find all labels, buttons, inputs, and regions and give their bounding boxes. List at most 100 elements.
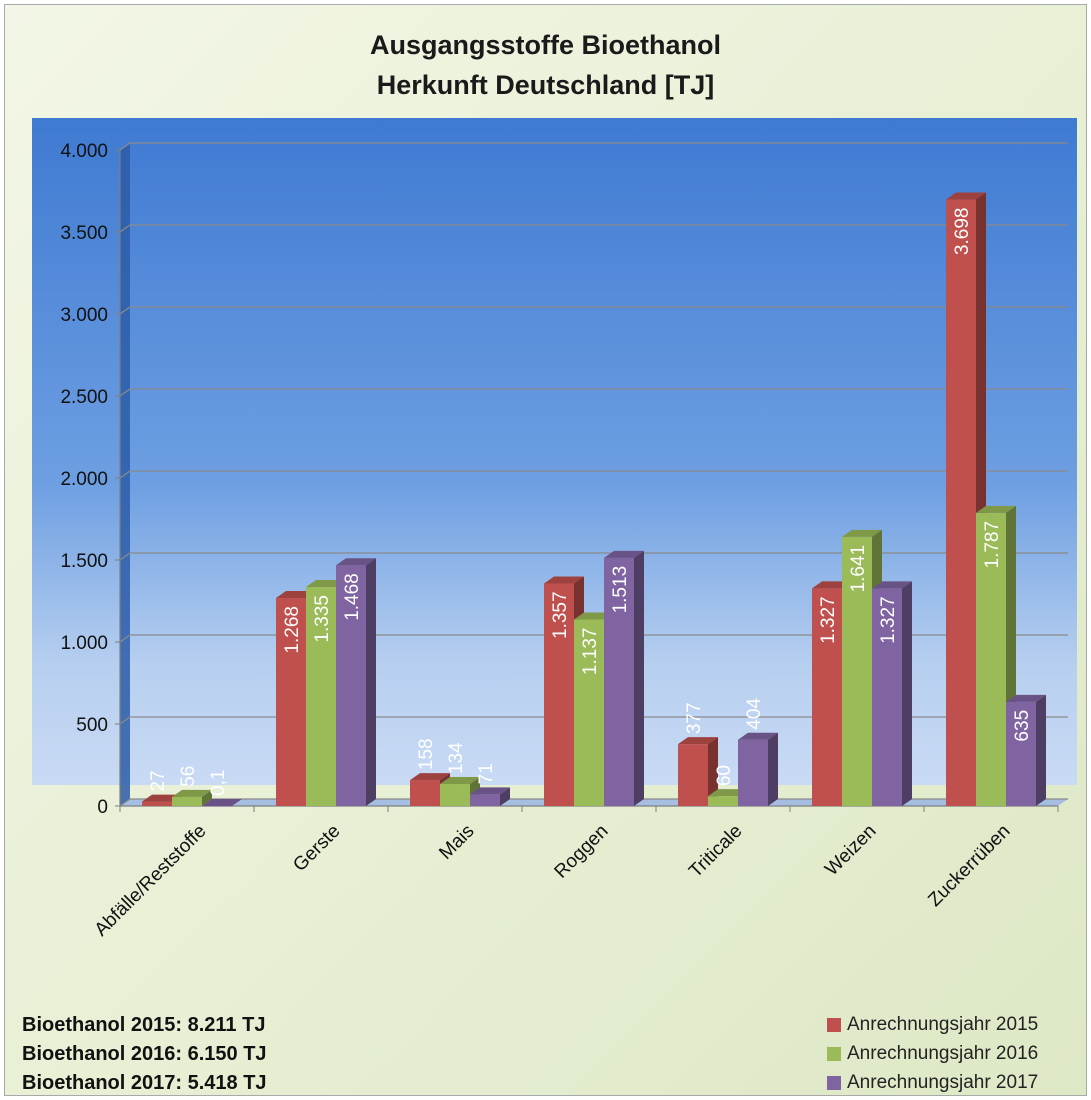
data-label: 0,1 — [208, 770, 229, 796]
gridline — [119, 716, 1068, 725]
bar-top — [336, 558, 376, 566]
bar — [872, 588, 902, 806]
gridline — [119, 470, 1068, 479]
bar — [946, 199, 976, 806]
bar-top — [440, 777, 480, 785]
x-tick-label: Zuckerrüben — [924, 821, 1014, 911]
bar — [604, 557, 634, 806]
bar-top — [1006, 694, 1046, 702]
y-tick-label: 1.000 — [60, 633, 108, 654]
bar — [976, 512, 1006, 806]
bar — [142, 801, 172, 806]
bar — [1006, 701, 1036, 806]
data-label: 635 — [1012, 710, 1033, 742]
data-label: 3.698 — [952, 208, 973, 256]
bar — [574, 619, 604, 806]
bar — [410, 780, 440, 806]
legend-item-2015: Anrechnungsjahr 2015 — [827, 1014, 1038, 1036]
data-label: 1.327 — [818, 596, 839, 644]
bar — [172, 796, 202, 806]
bar-side — [768, 732, 778, 806]
bar-side — [1036, 694, 1046, 806]
bar — [738, 739, 768, 806]
data-label: 404 — [744, 698, 765, 730]
bar-side — [902, 581, 912, 806]
x-tick-label: Triticale — [685, 821, 746, 882]
chart-title: Ausgangsstoffe Bioethanol — [369, 30, 721, 60]
legend-swatch-2017 — [827, 1076, 841, 1090]
data-label: 1.137 — [580, 628, 601, 676]
legend-swatch-2015 — [827, 1018, 841, 1032]
bar — [544, 583, 574, 806]
legend-item-2016: Anrechnungsjahr 2016 — [827, 1043, 1038, 1065]
bar — [306, 587, 336, 806]
y-tick-label: 2.500 — [60, 387, 108, 408]
y-tick-label: 2.000 — [60, 469, 108, 490]
bar-top — [976, 505, 1016, 513]
bar — [812, 588, 842, 806]
bar — [440, 784, 470, 806]
bar — [842, 536, 872, 806]
bar-top — [872, 581, 912, 589]
data-label: 56 — [178, 766, 199, 787]
bar-top — [604, 550, 644, 558]
legend-swatch-2016 — [827, 1047, 841, 1061]
gridline — [119, 552, 1068, 561]
bar-top — [410, 773, 450, 781]
x-tick-label: Abfälle/Reststoffe — [91, 821, 211, 941]
legend-item-2017: Anrechnungsjahr 2017 — [827, 1072, 1038, 1094]
y-tick-label: 500 — [76, 715, 108, 736]
data-label: 134 — [446, 742, 467, 774]
gridline — [119, 634, 1068, 643]
summary-2016: Bioethanol 2016: 6.150 TJ — [22, 1043, 267, 1065]
legend-label-2017: Anrechnungsjahr 2017 — [847, 1072, 1039, 1093]
bar — [678, 744, 708, 806]
bar — [470, 794, 500, 806]
legend-label-2016: Anrechnungsjahr 2016 — [847, 1043, 1039, 1064]
bar-top — [470, 787, 510, 795]
y-tick-label: 3.000 — [60, 305, 108, 326]
x-tick-label: Mais — [435, 821, 478, 864]
data-label: 1.327 — [878, 596, 899, 644]
chart-subtitle: Herkunft Deutschland [TJ] — [376, 70, 715, 100]
bar-side — [366, 558, 376, 806]
bar — [276, 598, 306, 806]
data-label: 1.513 — [610, 566, 631, 614]
bar-side — [634, 550, 644, 806]
gridline — [119, 142, 1068, 151]
y-tick-label: 4.000 — [60, 141, 108, 162]
bar-side — [500, 787, 510, 806]
gridline — [119, 388, 1068, 397]
data-label: 71 — [476, 763, 497, 784]
bar-top — [678, 737, 718, 745]
data-label: 1.641 — [848, 545, 869, 593]
data-label: 1.268 — [282, 606, 303, 654]
bar-top — [202, 798, 242, 806]
summary-2015: Bioethanol 2015: 8.211 TJ — [22, 1014, 266, 1036]
bar-side — [708, 737, 718, 806]
bar — [708, 796, 738, 806]
bar-side — [202, 789, 212, 806]
bar-top — [946, 192, 986, 200]
x-tick-label: Gerste — [289, 821, 344, 876]
data-label: 27 — [148, 770, 169, 791]
bar-top — [738, 732, 778, 740]
bar-top — [544, 576, 584, 584]
data-label: 1.335 — [312, 595, 333, 643]
data-label: 1.357 — [550, 591, 571, 639]
y-tick-label: 0 — [97, 797, 108, 818]
gridline — [119, 224, 1068, 233]
x-tick-label: Roggen — [551, 821, 613, 883]
gridline — [119, 306, 1068, 315]
data-label: 60 — [714, 765, 735, 786]
data-label: 377 — [684, 702, 705, 734]
data-label: 1.787 — [982, 521, 1003, 569]
bar — [202, 805, 232, 807]
bar-top — [172, 789, 212, 797]
legend-label-2015: Anrechnungsjahr 2015 — [847, 1014, 1039, 1035]
y-tick-label: 1.500 — [60, 551, 108, 572]
x-tick-label: Weizen — [821, 821, 880, 880]
data-label: 1.468 — [342, 573, 363, 621]
bar — [336, 565, 366, 806]
data-label: 158 — [416, 738, 437, 770]
